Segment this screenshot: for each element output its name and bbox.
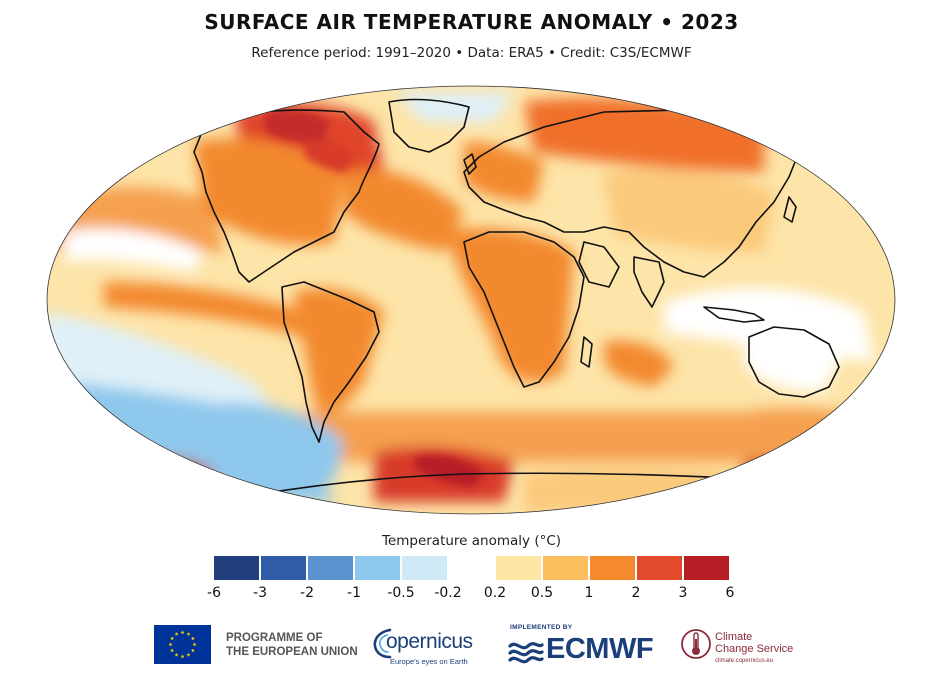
copernicus-arc-icon xyxy=(373,628,392,659)
coastline-uk xyxy=(463,153,477,175)
legend-box xyxy=(637,556,682,580)
copernicus-tagline: Europe's eyes on Earth xyxy=(390,657,468,666)
legend-box xyxy=(543,556,588,580)
legend-tick-label: -1 xyxy=(347,585,361,601)
region-baffin-hotspot xyxy=(264,109,329,143)
legend-box xyxy=(214,556,259,580)
region-pacific-white xyxy=(64,228,204,272)
coastline-japan xyxy=(783,196,797,223)
eu-line-2: THE EUROPEAN UNION xyxy=(226,646,358,658)
region-weddell-hotspot xyxy=(414,455,484,487)
eu-star xyxy=(180,630,185,635)
region-south-pacific-white xyxy=(47,312,274,412)
eu-flag-icon xyxy=(154,625,211,664)
coastlines xyxy=(193,98,875,503)
region-central-asia xyxy=(604,168,774,252)
ccs-url: climate.copernicus.eu xyxy=(715,658,774,664)
eu-star xyxy=(170,636,175,641)
eu-star xyxy=(186,632,191,636)
legend-box xyxy=(308,556,353,580)
footer-logos: PROGRAMME OF THE EUROPEAN UNION opernicu… xyxy=(0,618,943,674)
legend-box xyxy=(402,556,447,580)
region-pacific-hotspot xyxy=(144,461,194,482)
legend-box xyxy=(590,556,635,580)
legend-tick-label: 1 xyxy=(584,585,594,601)
eu-star xyxy=(192,642,197,647)
coastline-indonesia xyxy=(703,306,765,323)
copernicus-wordmark: opernicus xyxy=(386,630,473,653)
region-australia xyxy=(744,328,844,392)
legend-tick-label: 0.5 xyxy=(530,585,554,601)
region-north-atlantic xyxy=(344,169,464,252)
legend-colorbar xyxy=(214,556,734,582)
legend-tick-label: -0.2 xyxy=(434,585,462,601)
coastline-greenland xyxy=(388,98,470,153)
ecmwf-wordmark: ECMWF xyxy=(546,633,654,665)
eu-star xyxy=(190,636,195,641)
implemented-by-label: IMPLEMENTED BY xyxy=(510,624,573,631)
region-patagonia-cool xyxy=(224,402,344,482)
legend-tick-label: 3 xyxy=(678,585,688,601)
legend-tick-label: -0.5 xyxy=(387,585,415,601)
legend-ticks: -6 -3 -2 -1 -0.5 -0.2 0.2 0.5 1 2 3 6 xyxy=(0,585,943,605)
coastline-madagascar xyxy=(580,336,593,368)
region-east-pacific-warm xyxy=(104,282,344,347)
map-subtitle: Reference period: 1991–2020 • Data: ERA5… xyxy=(251,45,692,61)
legend-box xyxy=(449,556,494,580)
legend-tick-label: 2 xyxy=(631,585,641,601)
coastline-south-america xyxy=(281,281,380,443)
coastline-arabia xyxy=(578,241,620,288)
ecmwf-wave-icon xyxy=(508,642,544,664)
region-africa xyxy=(444,228,574,382)
coastline-europe-asia xyxy=(463,109,800,278)
eu-star xyxy=(168,642,173,647)
coastline-africa xyxy=(463,231,585,388)
region-antarctica-ross xyxy=(744,460,874,502)
region-north-america xyxy=(194,138,344,245)
eu-star xyxy=(190,648,195,653)
coastline-australia xyxy=(748,326,840,398)
map-title: SURFACE AIR TEMPERATURE ANOMALY • 2023 xyxy=(204,10,739,34)
copernicus-logo: opernicus Europe's eyes on Earth xyxy=(372,622,482,668)
legend-tick-label: -3 xyxy=(253,585,267,601)
legend-box xyxy=(496,556,541,580)
eu-star xyxy=(174,652,179,657)
ccs-line-2: Change Service xyxy=(715,643,794,655)
ccs-line-1: Climate xyxy=(715,631,753,643)
region-ross-hotspot xyxy=(759,461,834,484)
legend-box xyxy=(684,556,729,580)
coastline-india xyxy=(633,256,665,308)
legend-tick-label: 0.2 xyxy=(483,585,507,601)
region-europe xyxy=(464,142,544,202)
legend-tick-label: -2 xyxy=(300,585,314,601)
legend-tick-label: -6 xyxy=(207,585,221,601)
world-anomaly-map xyxy=(44,82,898,522)
climate-change-service-logo: Climate Change Service climate.copernicu… xyxy=(680,624,820,670)
region-south-america xyxy=(294,288,384,413)
legend-box xyxy=(355,556,400,580)
eu-star xyxy=(180,654,185,659)
thermometer-globe-icon xyxy=(681,629,711,659)
region-indian-ocean xyxy=(604,340,674,387)
ecmwf-logo: IMPLEMENTED BY ECMWF xyxy=(508,624,658,670)
eu-programme-label: PROGRAMME OF THE EUROPEAN UNION xyxy=(226,631,358,659)
eu-star xyxy=(174,632,179,636)
legend-title: Temperature anomaly (°C) xyxy=(381,533,562,549)
region-canada-hotspot xyxy=(304,140,354,172)
eu-star xyxy=(186,652,191,657)
legend-box xyxy=(261,556,306,580)
eu-line-1: PROGRAMME OF xyxy=(226,632,323,644)
ccs-wordmark: Climate Change Service xyxy=(715,631,793,655)
coastline-new-zealand xyxy=(855,399,873,428)
region-southeast-ocean xyxy=(744,408,895,462)
legend-tick-label: 6 xyxy=(725,585,735,601)
eu-star xyxy=(170,648,175,653)
map-outline xyxy=(46,85,896,515)
